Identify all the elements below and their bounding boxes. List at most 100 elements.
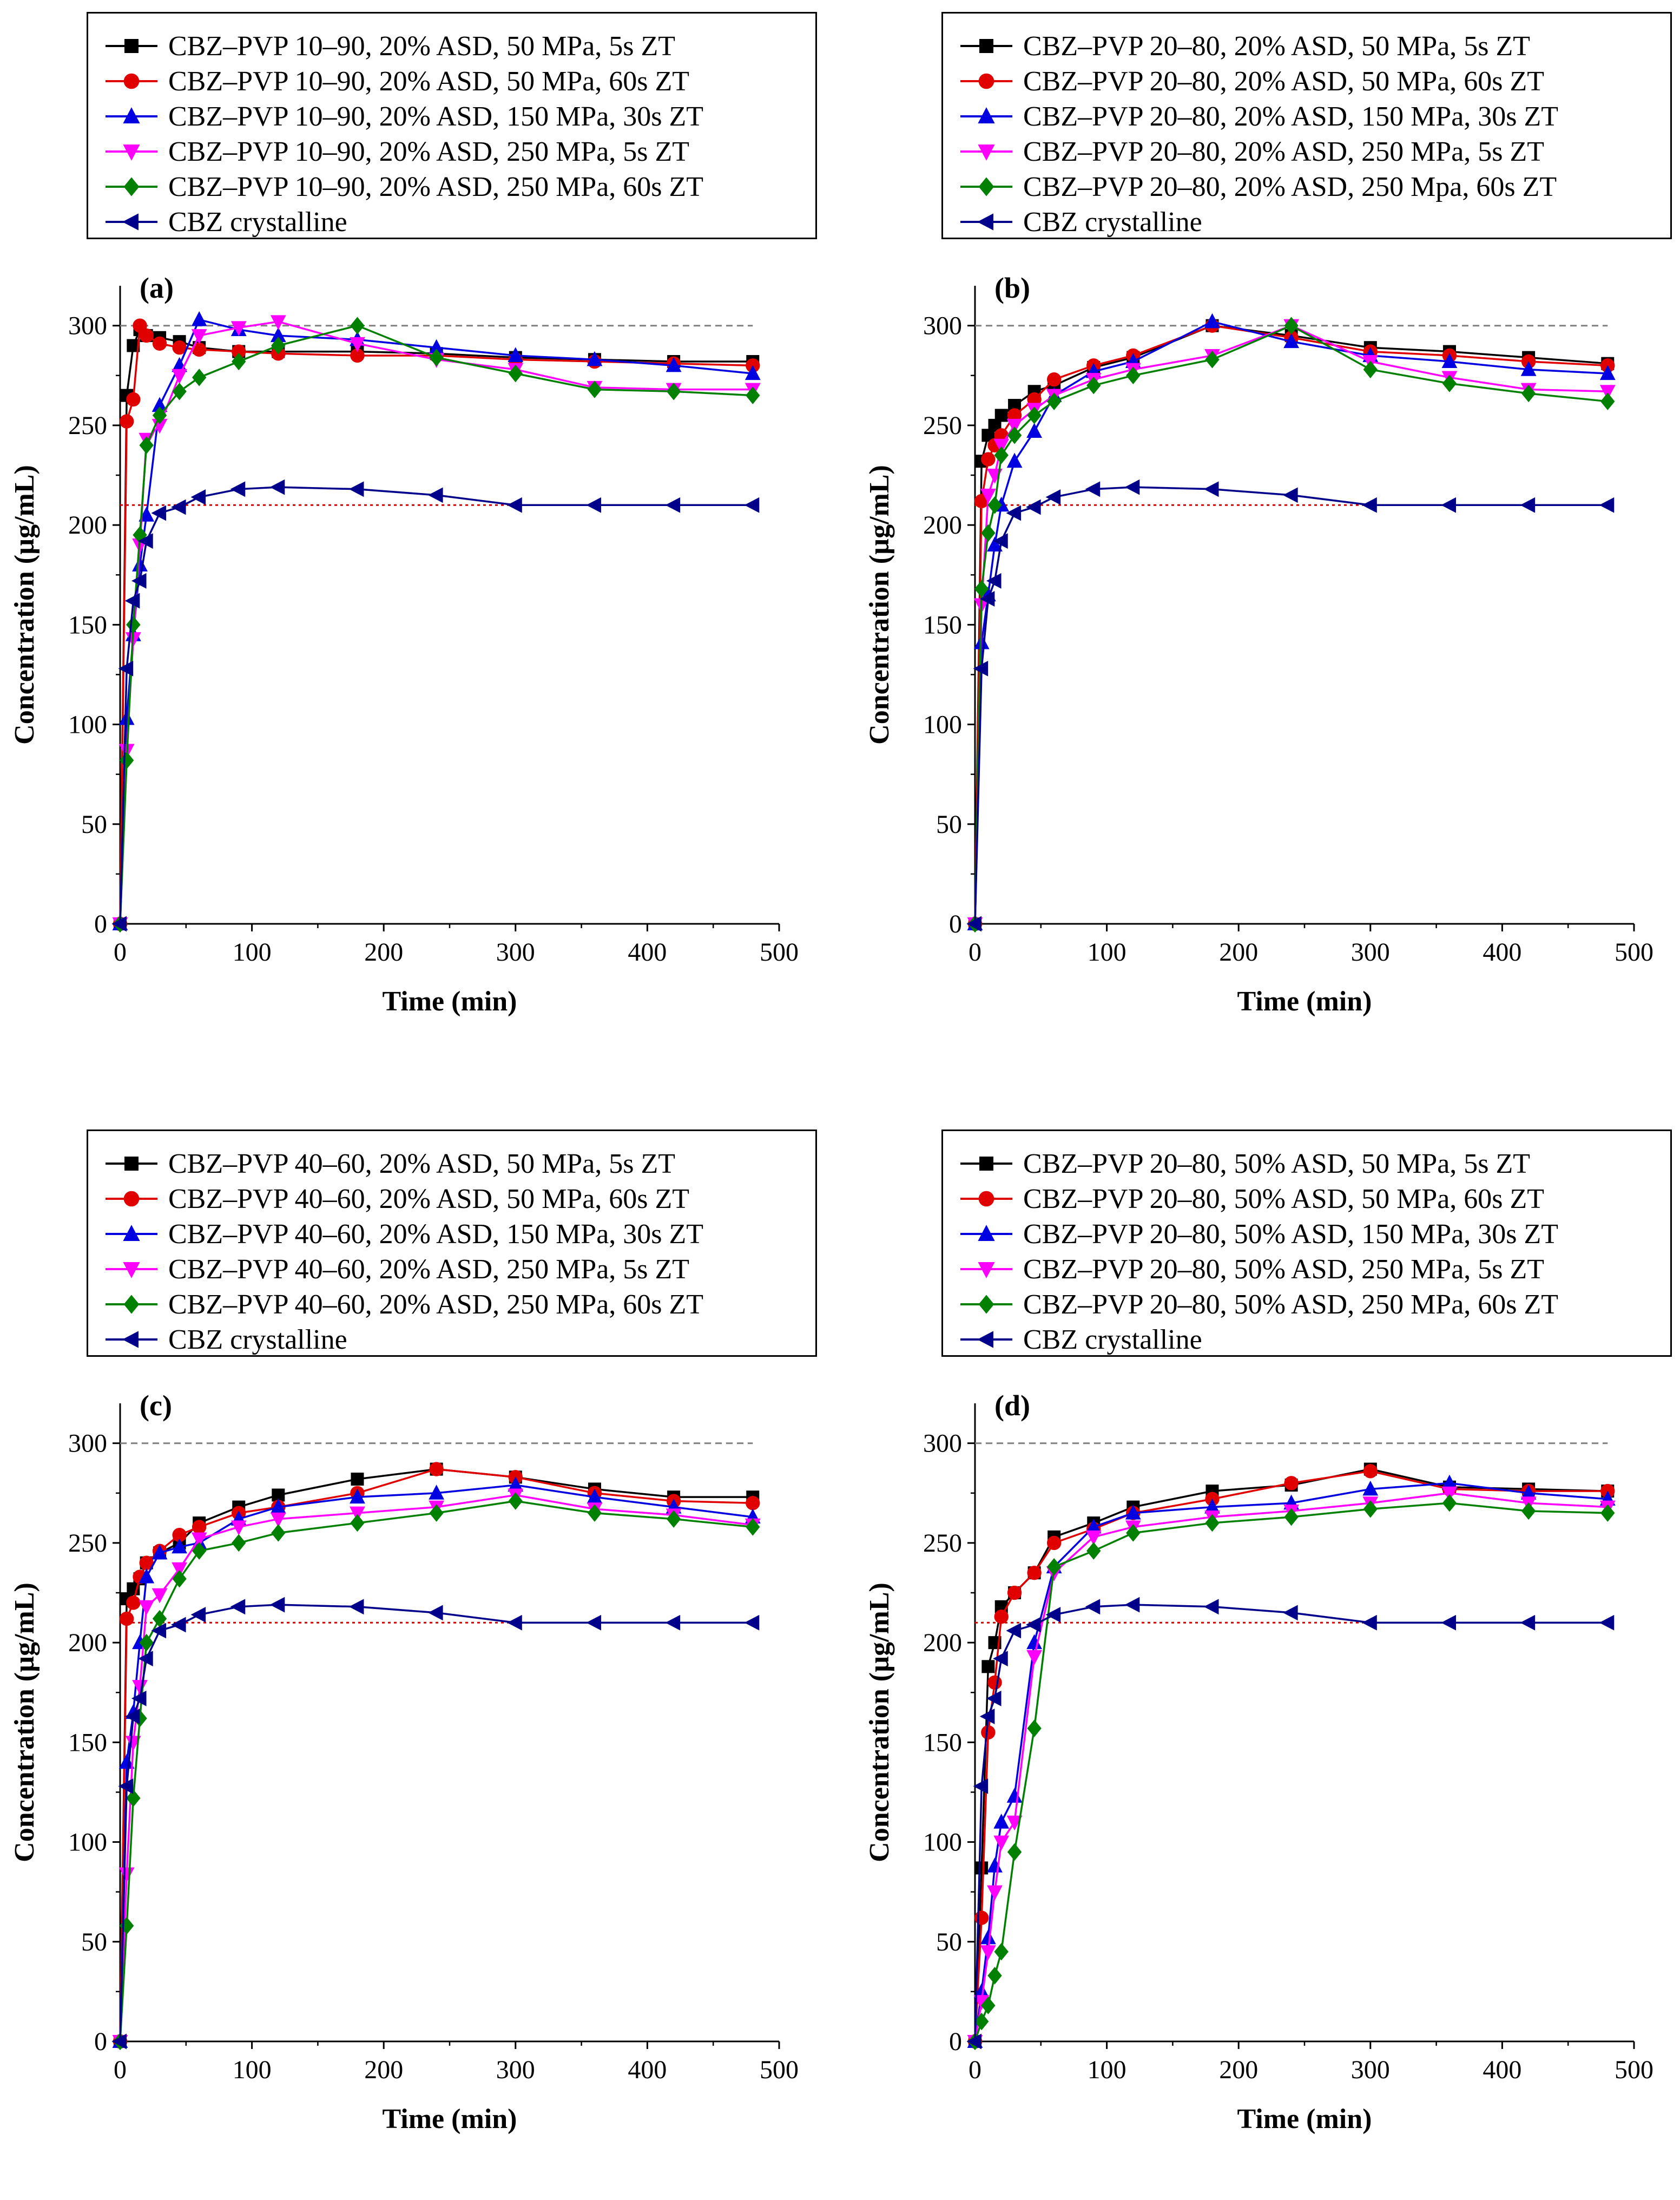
- x-tick-label: 0: [969, 938, 981, 967]
- y-tick-label: 50: [936, 810, 962, 839]
- panel-label: (b): [994, 272, 1030, 304]
- legend-label: CBZ–PVP 40–60, 20% ASD, 250 MPa, 5s ZT: [168, 1253, 690, 1285]
- x-tick-label: 400: [1483, 938, 1521, 967]
- data-point: [124, 1709, 140, 1724]
- data-point: [1126, 1524, 1141, 1542]
- data-point: [966, 916, 981, 932]
- data-point: [191, 311, 207, 326]
- data-point: [1124, 1597, 1140, 1613]
- x-tick-label: 400: [628, 2055, 667, 2084]
- data-point: [1441, 1486, 1458, 1502]
- legend-label: CBZ crystalline: [1023, 1324, 1202, 1355]
- data-point: [111, 2033, 127, 2050]
- y-tick-label: 300: [68, 312, 107, 340]
- y-tick-label: 200: [923, 511, 962, 540]
- x-tick-label: 500: [760, 938, 799, 967]
- data-point: [587, 351, 603, 366]
- legend: CBZ–PVP 40–60, 20% ASD, 50 MPa, 5s ZT CBZ…: [87, 1129, 817, 1357]
- legend-marker: [978, 73, 994, 89]
- data-point: [151, 397, 168, 412]
- series-group: [112, 315, 761, 932]
- legend-item: CBZ–PVP 10–90, 20% ASD, 250 MPa, 60s ZT: [104, 169, 703, 204]
- data-point: [1085, 481, 1101, 497]
- data-point: [973, 661, 989, 677]
- y-axis-title: Concentration (µg/mL): [9, 465, 40, 745]
- legend-item: CBZ–PVP 20–80, 50% ASD, 50 MPa, 60s ZT: [959, 1181, 1544, 1216]
- series-line: [974, 1604, 1608, 2042]
- x-tick-label: 100: [233, 938, 272, 967]
- x-tick-label: 100: [1088, 938, 1126, 967]
- data-point: [1599, 1614, 1615, 1631]
- chart-panel-3: CBZ–PVP 40–60, 20% ASD, 50 MPa, 5s ZT CBZ…: [0, 1118, 840, 2200]
- legend-marker: [978, 1225, 995, 1241]
- data-point: [171, 499, 186, 515]
- series-group: [113, 1492, 760, 2051]
- x-tick-label: 500: [1615, 938, 1653, 967]
- data-point: [1362, 497, 1377, 513]
- series-group: [966, 479, 1615, 932]
- data-point: [118, 1778, 134, 1794]
- y-tick-label: 200: [68, 511, 107, 540]
- data-point: [127, 339, 140, 352]
- series-group: [967, 313, 1616, 930]
- data-point: [1441, 1474, 1458, 1490]
- data-point: [270, 315, 286, 330]
- y-tick-label: 250: [68, 411, 107, 440]
- data-point: [1203, 481, 1219, 497]
- legend-marker: [123, 177, 140, 196]
- legend-item: CBZ crystalline: [104, 205, 347, 239]
- data-point: [1046, 392, 1062, 410]
- data-point: [994, 446, 1009, 464]
- series-group: [112, 311, 761, 930]
- data-point: [232, 352, 246, 371]
- x-tick-label: 300: [1351, 938, 1390, 967]
- data-point: [1283, 487, 1298, 503]
- legend-label: CBZ–PVP 40–60, 20% ASD, 50 MPa, 60s ZT: [168, 1183, 690, 1214]
- data-point: [152, 336, 167, 351]
- x-axis-title: Time (min): [383, 986, 517, 1017]
- data-point: [966, 2033, 981, 2050]
- plot-svg: 0 50 100 150 200 250 300 0 100 200 300 400 500 Time (…: [864, 1389, 1653, 2135]
- legend-item: CBZ–PVP 10–90, 20% ASD, 150 MPa, 30s ZT: [104, 99, 703, 134]
- data-point: [746, 1518, 760, 1536]
- y-tick-label: 150: [923, 1728, 962, 1757]
- data-point: [138, 533, 153, 549]
- legend-item: CBZ–PVP 20–80, 50% ASD, 150 MPa, 30s ZT: [959, 1217, 1558, 1251]
- legend-label: CBZ–PVP 20–80, 20% ASD, 50 MPa, 5s ZT: [1023, 30, 1531, 62]
- series-line: [974, 1482, 1608, 2042]
- series-line: [119, 1604, 753, 2042]
- y-tick-label: 200: [68, 1628, 107, 1657]
- legend-marker: [122, 213, 139, 231]
- data-point: [993, 1651, 1008, 1666]
- data-point: [587, 1488, 603, 1504]
- legend-marker: [977, 213, 993, 231]
- data-point: [987, 496, 1002, 514]
- data-point: [350, 1514, 365, 1532]
- data-point: [981, 524, 996, 542]
- y-tick-label: 100: [68, 1828, 107, 1857]
- data-point: [191, 329, 207, 344]
- series-line: [119, 323, 753, 924]
- y-tick-label: 300: [923, 1429, 962, 1458]
- series-line: [974, 324, 1608, 924]
- data-point: [1026, 499, 1041, 515]
- legend-item: CBZ–PVP 20–80, 50% ASD, 50 MPa, 5s ZT: [959, 1146, 1530, 1181]
- legend-item: CBZ crystalline: [959, 1322, 1202, 1357]
- data-point: [428, 487, 443, 503]
- legend-label: CBZ–PVP 10–90, 20% ASD, 50 MPa, 60s ZT: [168, 65, 690, 97]
- panel-label: (a): [140, 272, 174, 304]
- y-axis-title: Concentration (µg/mL): [864, 1582, 895, 1862]
- series-group: [969, 319, 1615, 930]
- y-axis-title: Concentration (µg/mL): [9, 1582, 40, 1862]
- legend-item: CBZ–PVP 20–80, 50% ASD, 250 MPa, 60s ZT: [959, 1287, 1558, 1322]
- x-tick-label: 0: [969, 2055, 981, 2084]
- data-point: [192, 1520, 207, 1534]
- data-point: [1520, 1485, 1537, 1500]
- legend-marker: [124, 1157, 139, 1171]
- data-point: [666, 1510, 681, 1528]
- legend-label: CBZ–PVP 20–80, 50% ASD, 250 MPa, 5s ZT: [1023, 1253, 1545, 1285]
- data-point: [1125, 1505, 1141, 1520]
- legend-item: CBZ–PVP 40–60, 20% ASD, 50 MPa, 5s ZT: [104, 1146, 675, 1181]
- legend-item: CBZ–PVP 40–60, 20% ASD, 150 MPa, 30s ZT: [104, 1217, 703, 1251]
- data-point: [1026, 1634, 1043, 1650]
